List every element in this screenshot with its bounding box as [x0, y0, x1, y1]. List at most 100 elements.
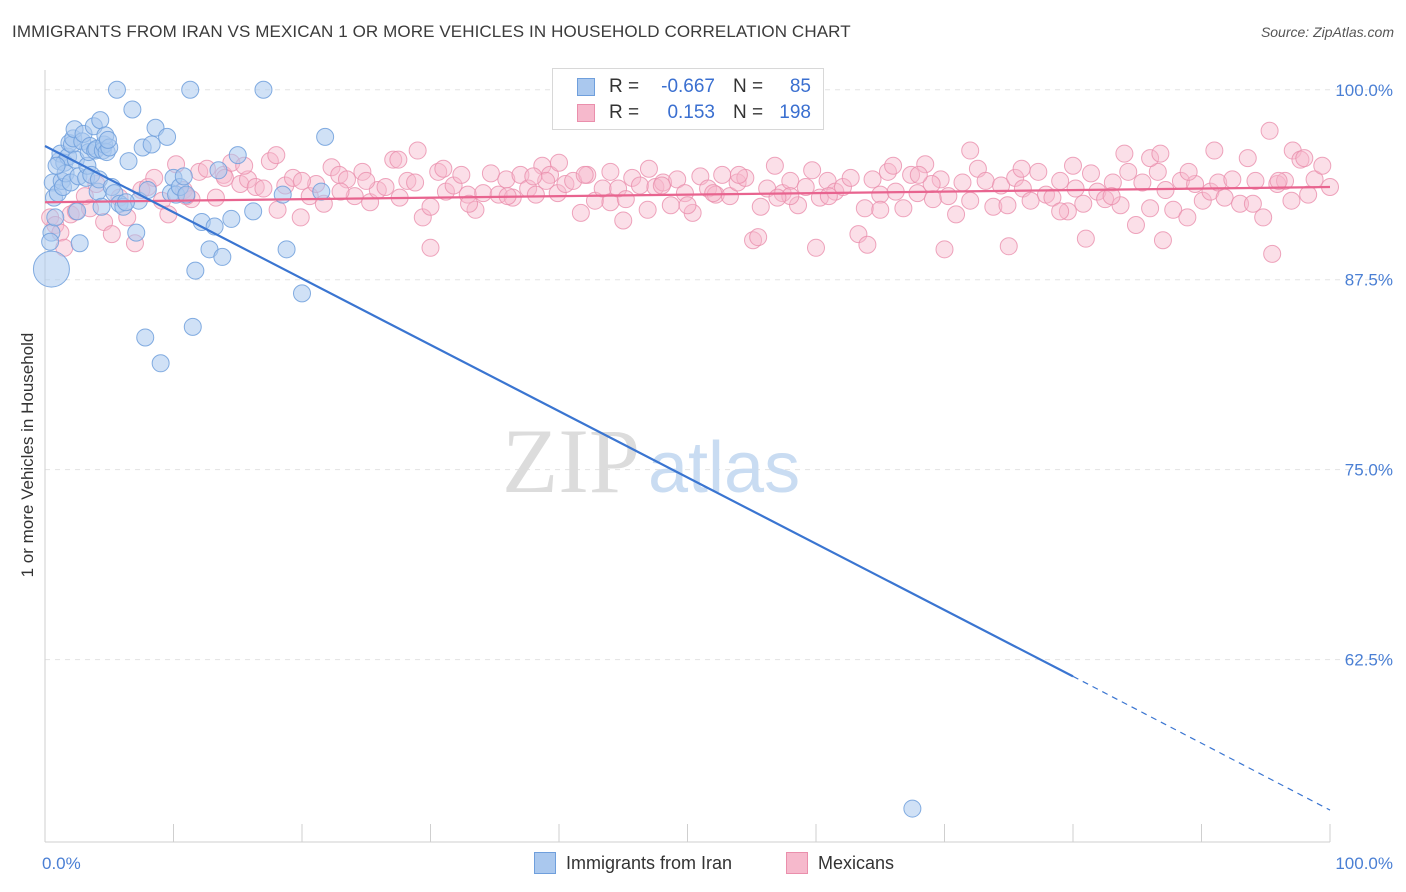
mexicans-point: [1205, 141, 1224, 160]
y-tick-label: 75.0%: [1345, 461, 1393, 480]
iran-point: [107, 80, 126, 99]
mexicans-point: [609, 179, 628, 198]
mexicans-point: [434, 159, 453, 178]
mexicans-point: [268, 200, 287, 219]
iran-point: [213, 247, 232, 266]
mexicans-trend-line: [44, 185, 1331, 204]
mexicans-point: [678, 196, 697, 215]
mexicans-point: [1282, 191, 1301, 210]
mexicans-point: [1088, 182, 1107, 201]
legend-row-mexicans: R = 0.153 N = 198: [577, 100, 811, 126]
iran-point: [222, 209, 241, 228]
mexicans-point: [796, 178, 815, 197]
iran-point: [158, 127, 177, 146]
watermark-atlas: atlas: [648, 428, 800, 508]
iran-point: [177, 185, 196, 204]
mexicans-point: [614, 211, 633, 230]
iran-point: [136, 328, 155, 347]
mexicans-point: [833, 178, 852, 197]
iran-point: [123, 100, 142, 119]
iran-point: [244, 202, 263, 221]
iran-point: [181, 80, 200, 99]
mexicans-point: [1254, 208, 1273, 227]
mexicans-point: [1115, 144, 1134, 163]
iran-point: [228, 146, 247, 165]
y-tick-label: 100.0%: [1335, 81, 1393, 100]
mexicans-point: [638, 200, 657, 219]
mexicans-point: [1051, 171, 1070, 190]
r-label: R =: [609, 102, 640, 123]
mexicans-point: [474, 184, 493, 203]
mexicans-point: [884, 156, 903, 175]
mexicans-legend-label: Mexicans: [818, 852, 895, 873]
mexicans-point: [458, 185, 477, 204]
mexicans-point: [1102, 187, 1121, 206]
mexicans-point: [803, 161, 822, 180]
mexicans-point: [398, 171, 417, 190]
mexicans-point: [1074, 194, 1093, 213]
axes: [44, 70, 1331, 843]
mexicans-point: [1058, 202, 1077, 221]
mexicans-point: [871, 185, 890, 204]
mexicans-point: [855, 199, 874, 218]
mexicans-point: [444, 176, 463, 195]
mexicans-point: [254, 179, 273, 198]
mexicans-point: [429, 162, 448, 181]
mexicans-point: [992, 176, 1011, 195]
mexicans-point: [841, 168, 860, 187]
iran-legend-label: Immigrants from Iran: [566, 852, 733, 873]
iran-point: [41, 232, 60, 251]
legend-item-mexicans[interactable]: Mexicans: [786, 852, 894, 874]
series-legend: Immigrants from Iran Mexicans: [0, 852, 1406, 878]
mexicans-point: [923, 190, 942, 209]
mexicans-point: [511, 165, 530, 184]
mexicans-point: [102, 225, 121, 244]
mexicans-point: [239, 170, 258, 189]
mexicans-point: [460, 194, 479, 213]
mexicans-point: [976, 171, 995, 190]
mexicans-legend-swatch: [786, 852, 808, 874]
iran-point: [151, 354, 170, 373]
mexicans-point: [1119, 162, 1138, 181]
mexicans-point: [1215, 188, 1234, 207]
mexicans-point: [293, 171, 311, 190]
iran-point: [91, 111, 110, 130]
mexicans-point: [616, 190, 635, 209]
mexicans-point: [206, 188, 225, 207]
mexicans-point: [1021, 191, 1040, 210]
stats-legend: R = -0.667 N = 85 R = 0.153 N = 198: [552, 68, 824, 130]
mexicans-point: [878, 162, 897, 181]
mexicans-point: [1148, 162, 1167, 181]
mexicans-point: [1141, 149, 1160, 168]
mexicans-point: [1081, 164, 1100, 183]
trend-lines: [44, 145, 1331, 811]
mexicans-point: [916, 155, 935, 174]
mexicans-point: [601, 162, 620, 181]
mexicans-point: [1006, 168, 1025, 187]
mexicans-point: [406, 173, 425, 192]
iran-point: [277, 240, 296, 259]
legend-item-iran[interactable]: Immigrants from Iran: [534, 852, 732, 874]
mexicans-points: [41, 121, 1339, 263]
mexicans-point: [765, 156, 784, 175]
mexicans-point: [807, 238, 825, 257]
mexicans-point: [489, 185, 508, 204]
mexicans-point: [481, 164, 500, 183]
n-value: 85: [789, 76, 811, 97]
mexicans-point: [1164, 200, 1183, 219]
mexicans-point: [1263, 244, 1282, 263]
mexicans-point: [1209, 173, 1228, 192]
mexicans-point: [939, 187, 958, 206]
mexicans-point: [1269, 171, 1288, 190]
watermark: ZIP atlas: [502, 410, 800, 512]
mexicans-point: [550, 153, 568, 172]
mexicans-point: [246, 178, 265, 197]
iran-point: [903, 799, 922, 818]
mexicans-point: [902, 165, 921, 184]
mexicans-point: [291, 208, 310, 227]
iran-point: [312, 182, 331, 201]
iran-point: [209, 161, 228, 180]
mexicans-point: [1260, 121, 1279, 140]
n-value: 198: [779, 102, 811, 123]
mexicans-point: [961, 141, 980, 160]
